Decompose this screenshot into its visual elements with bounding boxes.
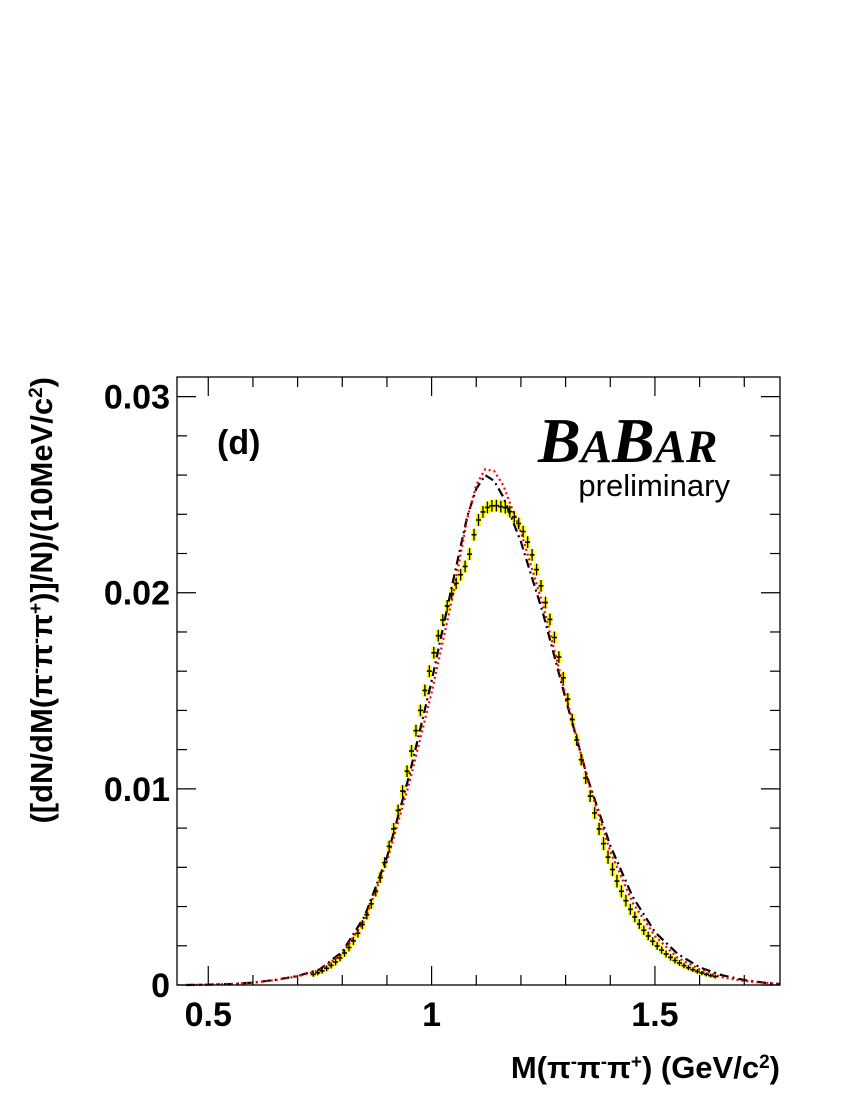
axis-title-superscript: 2: [26, 387, 47, 398]
y-tick-label: 0.03: [104, 379, 170, 417]
axis-title-superscript: 2: [759, 1052, 770, 1073]
curve-layer: [185, 467, 781, 987]
axis-title-text: )]/N)/(10MeV/c: [24, 398, 59, 603]
axis-title-superscript: -: [26, 668, 47, 674]
y-tick-label: 0.01: [104, 771, 170, 809]
plot-frame: [176, 376, 781, 986]
x-tick-label: 1: [422, 996, 441, 1034]
data-points-layer: [310, 499, 718, 979]
axis-title-superscript: -: [571, 1052, 577, 1073]
axis-tick-labels: 0.5 1 1.5 0 0.01 0.02 0.03: [104, 379, 679, 1034]
x-tick-label: 0.5: [185, 996, 232, 1034]
panel-label: (d): [217, 424, 260, 462]
x-tick-label: 1.5: [631, 996, 678, 1034]
axis-title-text: M(π: [511, 1050, 571, 1085]
axis-title-text: ): [770, 1050, 780, 1085]
red-dotted-curve: [185, 467, 781, 987]
axis-title-text: ) (GeV/c: [642, 1050, 759, 1085]
axis-title-superscript: +: [26, 603, 47, 614]
babar-logo-letter: B: [537, 405, 581, 476]
axis-title-superscript: +: [631, 1052, 642, 1073]
black-dashdot-curve: [185, 473, 781, 987]
axis-title-text: π: [24, 644, 59, 668]
babar-logo-letter: A: [578, 421, 612, 473]
axis-title-superscript: -: [26, 638, 47, 644]
axis-title-text: ([dN/dM(π: [24, 674, 59, 823]
babar-logo-letter: AR: [652, 421, 718, 473]
y-tick-label: 0.02: [104, 575, 170, 613]
babar-logo: BABAR: [537, 405, 717, 476]
preliminary-label: preliminary: [578, 468, 730, 503]
axis-ticks: [177, 377, 780, 986]
axis-title-superscript: -: [601, 1052, 607, 1073]
x-axis-title: M(π-π-π+) (GeV/c2): [511, 1050, 780, 1085]
axis-title-text: π: [607, 1050, 631, 1085]
axis-title-text: π: [577, 1050, 601, 1085]
y-axis-title: ([dN/dM(π-π-π+)]/N)/(10MeV/c2): [24, 377, 59, 824]
babar-logo-letter: B: [611, 405, 655, 476]
axis-title-text: ): [24, 377, 59, 387]
axis-title-text: π: [24, 614, 59, 638]
y-tick-label: 0: [151, 967, 170, 1005]
